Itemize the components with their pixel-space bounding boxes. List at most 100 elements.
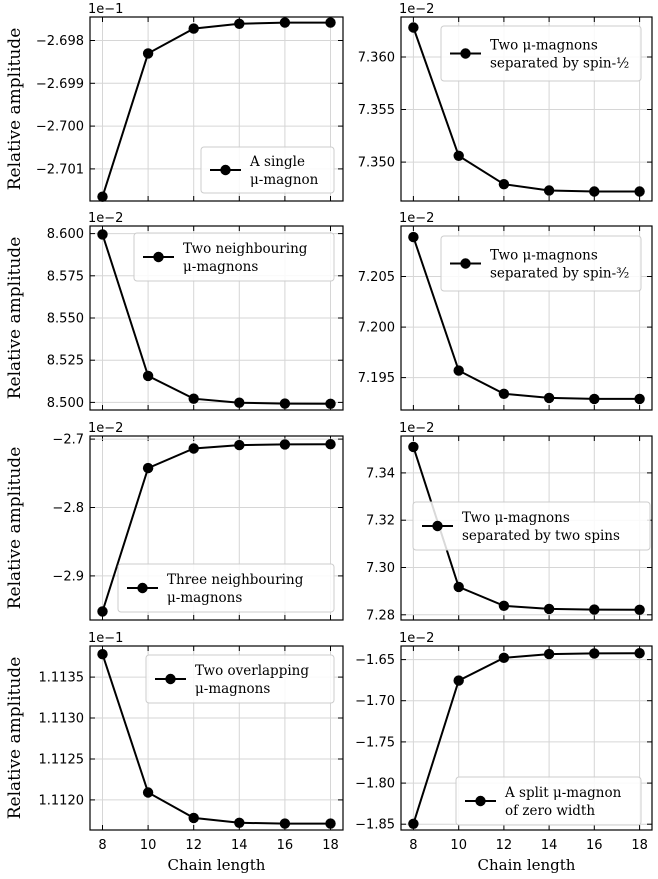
data-point xyxy=(97,606,108,617)
legend-marker xyxy=(153,251,164,263)
legend-label-line2: μ-magnons xyxy=(167,590,242,606)
legend-label-line1: Two neighbouring xyxy=(183,241,308,257)
panel-4: 7.205 7.200 7.195 1e−2 Two μ-magnons separate… xyxy=(358,211,653,411)
legend-marker xyxy=(460,258,471,269)
y-tick-label: −2.698 xyxy=(36,34,84,49)
y-axis-label: Relative amplitude xyxy=(5,447,25,610)
legend-box xyxy=(145,654,335,704)
x-tick-label: 12 xyxy=(496,838,513,853)
legend-label-line1: Two μ-magnons xyxy=(490,248,598,264)
y-tick-label: 8.500 xyxy=(47,396,84,411)
x-tick-label: 12 xyxy=(185,838,202,853)
data-point xyxy=(188,23,199,34)
legend-label-line2: of zero width xyxy=(505,803,595,819)
x-axis-label: Chain length xyxy=(478,856,576,874)
panel-6: 7.34 7.32 7.30 7.28 1e−2 Two μ-magnons separat… xyxy=(366,421,653,623)
data-point xyxy=(325,439,336,450)
legend-label-line1: Two μ-magnons xyxy=(490,38,598,54)
axes-frame xyxy=(89,16,344,202)
y-tick-label: −2.701 xyxy=(36,162,84,177)
y-tick-label: 8.575 xyxy=(47,269,84,284)
data-point xyxy=(634,186,645,197)
data-point xyxy=(234,18,245,29)
y-tick-label: −2.9 xyxy=(52,569,84,584)
data-point xyxy=(453,365,464,376)
data-point xyxy=(589,186,600,197)
legend-label-line2: μ-magnons xyxy=(195,681,270,697)
panel-2: 7.360 7.355 7.350 1e−2 Two μ-magnons separate… xyxy=(358,2,653,202)
legend-label-line2: separated by spin-³⁄₂ xyxy=(490,266,629,282)
data-point xyxy=(279,439,291,450)
axes-frame xyxy=(89,645,344,831)
legend-marker xyxy=(460,48,471,59)
legend-box xyxy=(117,563,335,613)
x-tick-label: 10 xyxy=(140,838,157,853)
x-tick-label: 16 xyxy=(277,838,294,853)
legend-label-line2: separated by two spins xyxy=(462,528,620,544)
data-point xyxy=(498,652,510,663)
data-point xyxy=(325,398,336,409)
data-point xyxy=(498,388,510,399)
axes-frame xyxy=(89,225,344,411)
legend-marker xyxy=(137,582,148,594)
data-point xyxy=(408,231,419,243)
legend-box xyxy=(200,146,335,194)
legend-box xyxy=(133,232,335,282)
panel-1: −2.698 −2.699 −2.700 −2.701 1e−1 Relative amp… xyxy=(5,2,344,202)
data-point xyxy=(234,397,245,408)
axes-frame xyxy=(89,435,344,621)
y-tick-label: 7.355 xyxy=(358,103,395,118)
offset-label: 1e−2 xyxy=(399,2,434,17)
data-point xyxy=(97,191,108,202)
legend-box xyxy=(455,776,642,826)
data-point xyxy=(234,439,245,451)
x-tick-label: 8 xyxy=(409,838,417,853)
data-point xyxy=(188,812,199,824)
data-point xyxy=(325,17,336,28)
offset-label: 1e−2 xyxy=(88,211,123,226)
x-tick-label: 14 xyxy=(231,838,248,853)
series-line xyxy=(101,21,331,198)
axes-frame xyxy=(400,645,653,831)
data-point xyxy=(97,649,108,660)
legend-marker xyxy=(165,673,176,685)
axes-frame xyxy=(400,435,653,621)
series-line xyxy=(412,27,640,193)
y-axis-label: Relative amplitude xyxy=(5,28,25,191)
data-point xyxy=(543,648,555,660)
y-tick-label: 8.550 xyxy=(47,312,84,327)
data-point xyxy=(543,392,555,404)
y-tick-label: 7.205 xyxy=(358,270,395,285)
data-point xyxy=(188,393,199,404)
y-tick-label: 7.350 xyxy=(358,156,395,171)
y-tick-label: −1.70 xyxy=(355,694,395,709)
y-tick-label: −2.699 xyxy=(36,77,84,92)
data-point xyxy=(142,48,154,59)
data-point xyxy=(453,581,464,593)
y-tick-label: −2.700 xyxy=(36,120,84,135)
x-tick-label: 18 xyxy=(322,838,339,853)
legend-label-line1: A split μ-magnon xyxy=(504,785,622,801)
legend-label-line1: Two μ-magnons xyxy=(462,510,570,526)
legend-marker xyxy=(475,795,486,807)
axes-frame xyxy=(400,225,653,411)
axes-frame xyxy=(400,16,653,202)
y-tick-label: −1.80 xyxy=(355,777,395,792)
data-point xyxy=(543,185,555,196)
y-tick-label: −1.85 xyxy=(355,818,395,833)
x-tick-label: 8 xyxy=(98,838,106,853)
y-axis-label: Relative amplitude xyxy=(5,657,25,820)
y-tick-label: 7.360 xyxy=(358,51,395,66)
y-tick-label: 1.1130 xyxy=(39,712,85,727)
panel-3: 8.600 8.575 8.550 8.525 8.500 1e−2 Relative am… xyxy=(5,211,344,411)
data-point xyxy=(634,648,645,659)
y-tick-label: 7.200 xyxy=(358,321,395,336)
series-line xyxy=(412,652,640,825)
data-point xyxy=(279,818,291,829)
data-point xyxy=(498,600,510,611)
data-point xyxy=(453,675,464,686)
data-point xyxy=(589,393,600,405)
data-point xyxy=(142,370,154,382)
y-tick-label: 8.525 xyxy=(47,354,84,369)
x-tick-label: 18 xyxy=(631,838,648,853)
